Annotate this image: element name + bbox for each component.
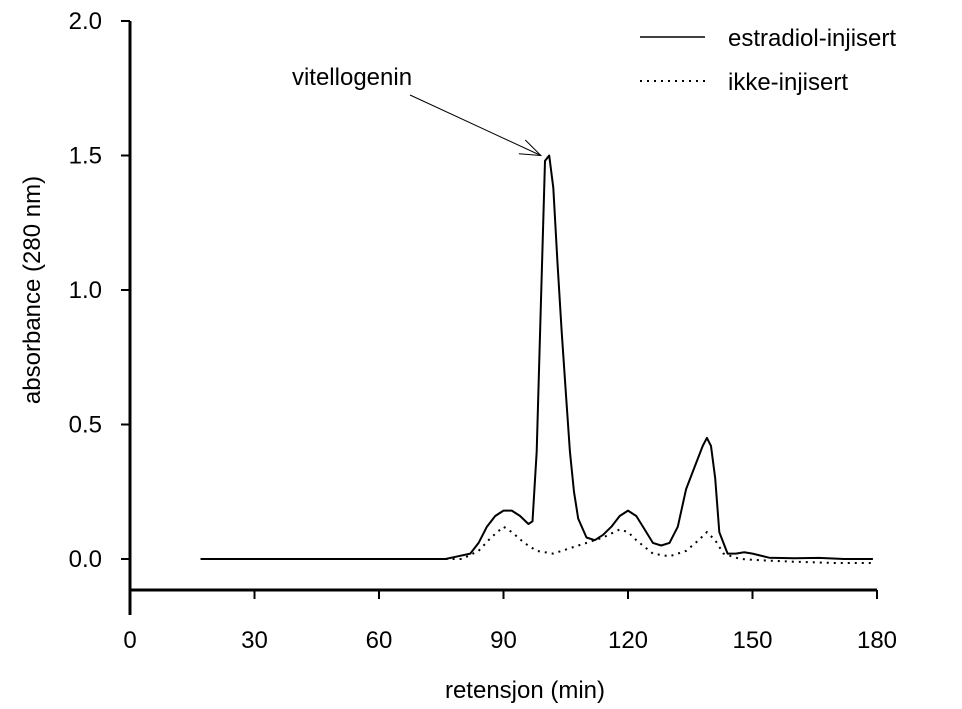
legend-label-ikke: ikke-injisert (728, 69, 848, 96)
y-tick-label: 0.0 (69, 546, 102, 573)
x-tick-label: 60 (366, 627, 393, 654)
annotation-vitellogenin: vitellogenin (292, 64, 543, 157)
x-tick-label: 30 (241, 627, 268, 654)
annotation-vitellogenin-label: vitellogenin (292, 64, 412, 91)
annotation-arrow-line (409, 94, 542, 156)
annotation-arrow-head (518, 139, 543, 157)
y-tick-label: 0.5 (69, 412, 102, 439)
legend-label-estradiol: estradiol-injisert (728, 25, 896, 52)
x-tick-label: 150 (732, 627, 772, 654)
x-tick-label: 180 (857, 627, 897, 654)
x-axis-title: retensjon (min) (445, 677, 605, 704)
x-tick-label: 120 (608, 627, 648, 654)
x-tick-label: 0 (123, 627, 136, 654)
x-tick-label: 90 (490, 627, 517, 654)
series-layer (200, 154, 873, 564)
y-tick-label: 1.0 (69, 277, 102, 304)
legend: estradiol-injisert ikke-injisert (640, 25, 896, 96)
y-axis-title: absorbance (280 nm) (19, 176, 46, 404)
y-tick-label: 1.5 (69, 143, 102, 170)
series-line-estradiol (200, 154, 873, 560)
y-tick-label: 2.0 (69, 8, 102, 35)
